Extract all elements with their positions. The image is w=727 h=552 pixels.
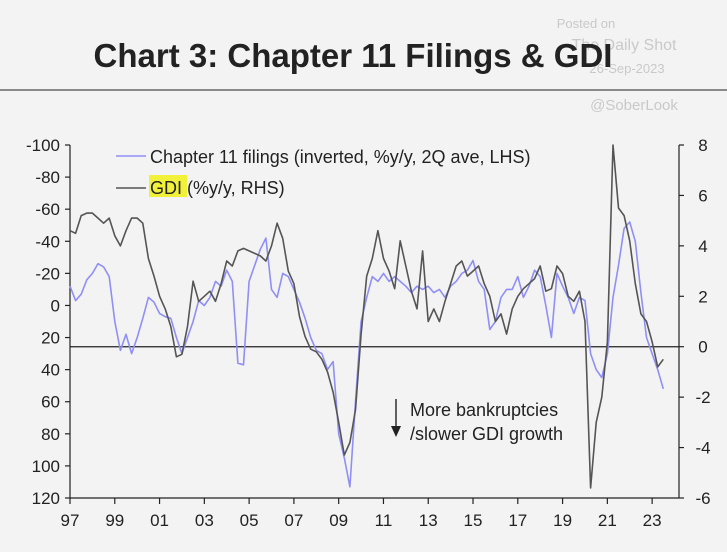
right-tick-label: -6 bbox=[695, 489, 710, 508]
right-tick-label: 8 bbox=[698, 136, 707, 155]
chart-title: Chart 3: Chapter 11 Filings & GDI bbox=[94, 37, 613, 74]
left-tick-label: -20 bbox=[35, 264, 60, 283]
legend-label-gdi: GDI (%y/y, RHS) bbox=[150, 178, 285, 198]
series-group bbox=[69, 144, 665, 489]
left-tick-label: -80 bbox=[35, 168, 60, 187]
left-tick-label: 120 bbox=[32, 489, 60, 508]
right-tick-label: -2 bbox=[695, 388, 710, 407]
right-tick-label: 0 bbox=[698, 338, 707, 357]
x-tick-label: 23 bbox=[643, 511, 662, 530]
left-tick-label: 40 bbox=[41, 361, 60, 380]
left-tick-label: 80 bbox=[41, 425, 60, 444]
x-tick-label: 17 bbox=[508, 511, 527, 530]
x-tick-label: 09 bbox=[329, 511, 348, 530]
annotation-line2: /slower GDI growth bbox=[410, 424, 563, 444]
right-tick-label: -4 bbox=[695, 439, 710, 458]
right-tick-label: 4 bbox=[698, 237, 707, 256]
left-axis-ticks: -100 -80 -60 -40 -20 0 20 40 60 80 100 120 bbox=[26, 136, 70, 508]
x-tick-label: 97 bbox=[61, 511, 80, 530]
right-tick-label: 2 bbox=[698, 287, 707, 306]
x-tick-label: 15 bbox=[464, 511, 483, 530]
x-tick-label: 21 bbox=[598, 511, 617, 530]
x-tick-label: 05 bbox=[240, 511, 259, 530]
series-line-chapter11 bbox=[69, 221, 665, 488]
axes bbox=[69, 145, 680, 499]
annotation: More bankruptcies /slower GDI growth bbox=[391, 399, 563, 444]
credit-handle: @SoberLook bbox=[590, 97, 678, 114]
legend-label-chapter11: Chapter 11 filings (inverted, %y/y, 2Q a… bbox=[150, 147, 531, 167]
left-tick-label: -100 bbox=[26, 136, 60, 155]
left-tick-label: 100 bbox=[32, 457, 60, 476]
x-tick-label: 11 bbox=[375, 511, 393, 530]
x-tick-label: 01 bbox=[150, 511, 169, 530]
series-line-gdi bbox=[69, 144, 664, 489]
left-tick-label: -40 bbox=[35, 232, 60, 251]
left-tick-label: 0 bbox=[51, 296, 60, 315]
x-tick-label: 99 bbox=[105, 511, 124, 530]
x-tick-label: 19 bbox=[553, 511, 572, 530]
x-tick-label: 03 bbox=[195, 511, 214, 530]
watermark-date: 26-Sep-2023 bbox=[589, 61, 664, 76]
down-arrow-icon bbox=[391, 426, 401, 437]
left-tick-label: -60 bbox=[35, 200, 60, 219]
left-tick-label: 60 bbox=[41, 393, 60, 412]
left-tick-label: 20 bbox=[41, 329, 60, 348]
legend-highlight bbox=[149, 175, 187, 197]
right-tick-label: 6 bbox=[698, 186, 707, 205]
x-axis-ticks: 97 99 01 03 05 07 09 11 13 15 17 19 21 23 bbox=[61, 498, 662, 530]
watermark-source: The Daily Shot bbox=[572, 37, 677, 54]
watermark-posted-on: Posted on bbox=[557, 16, 616, 31]
right-axis-ticks: -6 -4 -2 0 2 4 6 8 bbox=[679, 136, 711, 508]
annotation-line1: More bankruptcies bbox=[410, 400, 558, 420]
x-tick-label: 13 bbox=[419, 511, 438, 530]
x-tick-label: 07 bbox=[284, 511, 303, 530]
legend: Chapter 11 filings (inverted, %y/y, 2Q a… bbox=[116, 147, 531, 198]
